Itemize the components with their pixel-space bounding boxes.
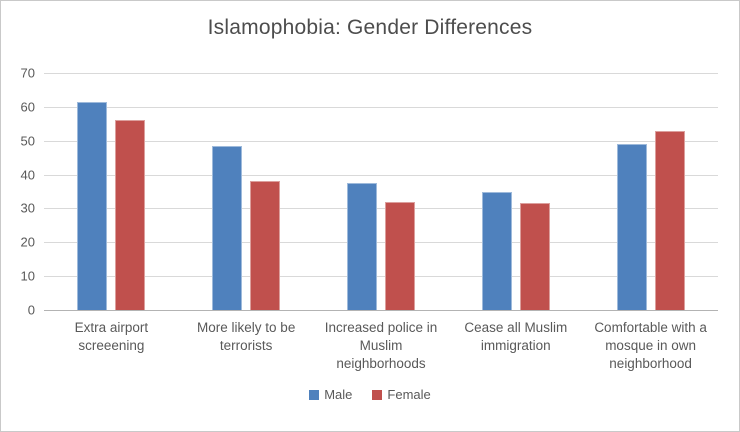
bar-male xyxy=(481,191,512,310)
y-axis-tick-label: 30 xyxy=(20,200,35,216)
bar-female xyxy=(115,120,146,310)
y-axis-tick-label: 50 xyxy=(20,133,35,149)
legend-swatch-female xyxy=(372,389,383,400)
bar-group xyxy=(616,73,685,310)
x-axis-category-label: Cease all Muslim immigration xyxy=(464,320,568,353)
legend-swatch-male xyxy=(309,389,320,400)
bar-female xyxy=(519,203,550,310)
gridline xyxy=(44,208,718,210)
y-axis-tick-label: 0 xyxy=(27,302,35,318)
gridline xyxy=(44,242,718,244)
plot-area xyxy=(44,73,718,311)
x-axis-category-label: Comfortable with a mosque in own neighbo… xyxy=(594,320,707,371)
gridline xyxy=(44,174,718,176)
x-axis-category-label: Extra airport screeening xyxy=(74,320,149,353)
legend-item-female: Female xyxy=(372,387,431,402)
gridline xyxy=(44,140,718,142)
bar-group xyxy=(347,73,415,310)
gridline xyxy=(44,276,718,278)
x-axis-labels: Extra airport screeening More likely to b… xyxy=(44,319,718,389)
x-axis-category-label: Increased police in Muslim neighborhoods xyxy=(324,320,438,371)
bar-group xyxy=(77,73,146,310)
legend-item-male: Male xyxy=(309,387,352,402)
bar-group xyxy=(481,73,550,310)
y-axis-tick-label: 70 xyxy=(20,65,35,81)
x-axis-category-label: More likely to be terrorists xyxy=(197,320,296,353)
bar-female xyxy=(654,130,685,310)
bar-male xyxy=(616,144,647,310)
y-axis-tick-label: 60 xyxy=(20,99,35,115)
bar-male xyxy=(347,183,377,310)
bar-female xyxy=(385,201,415,310)
bar-female xyxy=(250,181,281,310)
y-axis-tick-label: 40 xyxy=(20,167,35,183)
chart-title: Islamophobia: Gender Differences xyxy=(207,16,533,39)
y-axis: 0 10 20 30 40 50 60 70 xyxy=(5,66,35,318)
y-axis-tick-label: 20 xyxy=(20,234,35,250)
bar-group xyxy=(212,73,281,310)
legend-label: Female xyxy=(387,387,431,402)
legend: Male Female xyxy=(1,387,739,402)
legend-label: Male xyxy=(324,387,353,402)
bar-male xyxy=(212,145,243,310)
gridline xyxy=(44,73,718,74)
gridline xyxy=(44,106,718,108)
y-axis-tick-label: 10 xyxy=(20,268,35,284)
bar-male xyxy=(77,101,108,310)
